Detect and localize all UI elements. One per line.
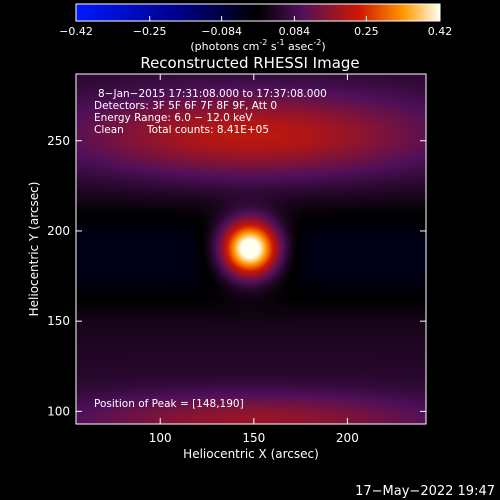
colorbar-tick-label: −0.084 [201, 25, 242, 38]
y-tick-label: 250 [47, 134, 70, 148]
heatmap-container [76, 74, 426, 424]
y-tick-label: 100 [47, 404, 70, 418]
annotation-peak: Position of Peak = [148,190] [94, 398, 244, 410]
annotation-detectors: Detectors: 3F 5F 6F 7F 8F 9F, Att 0 [94, 100, 277, 112]
plot-frame [75, 73, 427, 425]
colorbar [75, 3, 441, 22]
colorbar-ticks: −0.42 −0.25 −0.084 0.084 0.25 0.42 [59, 16, 452, 38]
y-tick-label: 150 [47, 314, 70, 328]
annotation-time-range: 8−Jan−2015 17:31:08.000 to 17:37:08.000 [98, 88, 327, 100]
y-tick-label: 200 [47, 224, 70, 238]
x-axis-ticks: 100 150 200 [149, 74, 359, 445]
colorbar-tick-label: −0.42 [59, 25, 93, 38]
colorbar-label: (photons cm-2 s-1 asec-2) [190, 38, 325, 53]
y-axis-ticks: 100 150 200 250 [47, 134, 426, 418]
colorbar-tick-label: 0.25 [354, 25, 379, 38]
colorbar-tick-label: 0.084 [279, 25, 311, 38]
annotation-block: 8−Jan−2015 17:31:08.000 to 17:37:08.000 … [94, 88, 327, 410]
colorbar-tick-label: 0.42 [428, 25, 453, 38]
x-tick-label: 150 [242, 431, 265, 445]
heatmap-image [76, 74, 426, 424]
x-tick-label: 200 [336, 431, 359, 445]
x-axis-label: Heliocentric X (arcsec) [183, 447, 319, 461]
chart-title: Reconstructed RHESSI Image [140, 54, 359, 72]
annotation-total-counts: Total counts: 8.41E+05 [146, 124, 269, 136]
y-axis-label: Heliocentric Y (arcsec) [27, 182, 41, 317]
annotation-energy-range: Energy Range: 6.0 − 12.0 keV [94, 112, 253, 124]
annotation-clean: Clean [94, 124, 124, 136]
x-tick-label: 100 [149, 431, 172, 445]
colorbar-tick-label: −0.25 [133, 25, 167, 38]
footer-timestamp: 17−May−2022 19:47 [355, 484, 495, 499]
